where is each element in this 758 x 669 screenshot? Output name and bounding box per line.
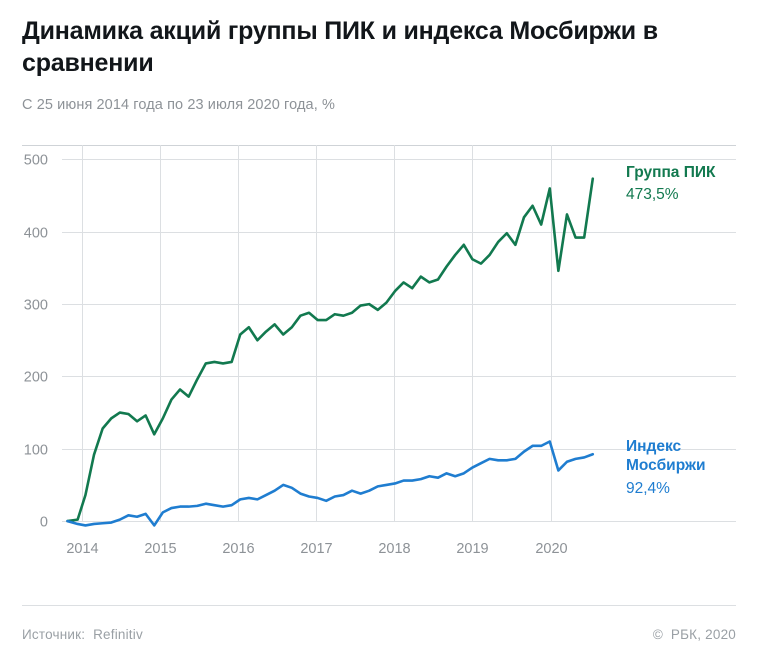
y-gridlines bbox=[62, 159, 736, 522]
x-tick-label: 2014 bbox=[66, 541, 98, 557]
footer-source: Источник: Refinitiv bbox=[22, 627, 143, 642]
x-axis-labels: 2014 2015 2016 2017 2018 2019 2020 bbox=[66, 541, 567, 557]
legend-label-moex-line1: Индекс bbox=[626, 438, 682, 455]
footer-copyright: © РБК, 2020 bbox=[652, 627, 736, 642]
footer-divider bbox=[22, 605, 736, 606]
x-tick-label: 2018 bbox=[378, 541, 410, 557]
y-tick-label: 400 bbox=[24, 226, 48, 242]
legend-label-pik: Группа ПИК bbox=[626, 164, 716, 181]
footer: Источник: Refinitiv © РБК, 2020 bbox=[22, 627, 736, 642]
chart-plot-area: 0 100 200 300 400 500 2014 2015 2016 2017 2018 201… bbox=[0, 145, 758, 605]
legend-label-moex-line2: Мосбиржи bbox=[626, 457, 706, 475]
x-tick-label: 2020 bbox=[535, 541, 567, 557]
header: Динамика акций группы ПИК и индекса Мосб… bbox=[22, 16, 738, 113]
chart-subtitle: С 25 июня 2014 года по 23 июля 2020 года… bbox=[22, 97, 335, 113]
data-series-group bbox=[66, 177, 595, 527]
legend-value-moex: 92,4% bbox=[626, 479, 670, 497]
series-line-pik bbox=[66, 177, 595, 523]
series-line-moex bbox=[66, 440, 595, 527]
x-tick-label: 2019 bbox=[456, 541, 488, 557]
y-axis-labels: 0 100 200 300 400 500 bbox=[24, 153, 48, 531]
y-tick-label: 0 bbox=[40, 515, 48, 531]
legend-item-moex: Индекс Мосбиржи 92,4% bbox=[626, 437, 705, 499]
y-tick-label: 200 bbox=[24, 370, 48, 386]
page-title: Динамика акций группы ПИК и индекса Мосб… bbox=[22, 17, 658, 77]
x-tick-label: 2015 bbox=[144, 541, 176, 557]
x-tick-label: 2017 bbox=[300, 541, 332, 557]
y-tick-label: 300 bbox=[24, 298, 48, 314]
x-gridlines bbox=[82, 145, 552, 522]
y-tick-label: 500 bbox=[24, 153, 48, 169]
legend-value-pik: 473,5% bbox=[626, 186, 679, 204]
legend-item-pik: Группа ПИК 473,5% bbox=[626, 163, 715, 206]
x-tick-label: 2016 bbox=[222, 541, 254, 557]
y-tick-label: 100 bbox=[24, 443, 48, 459]
